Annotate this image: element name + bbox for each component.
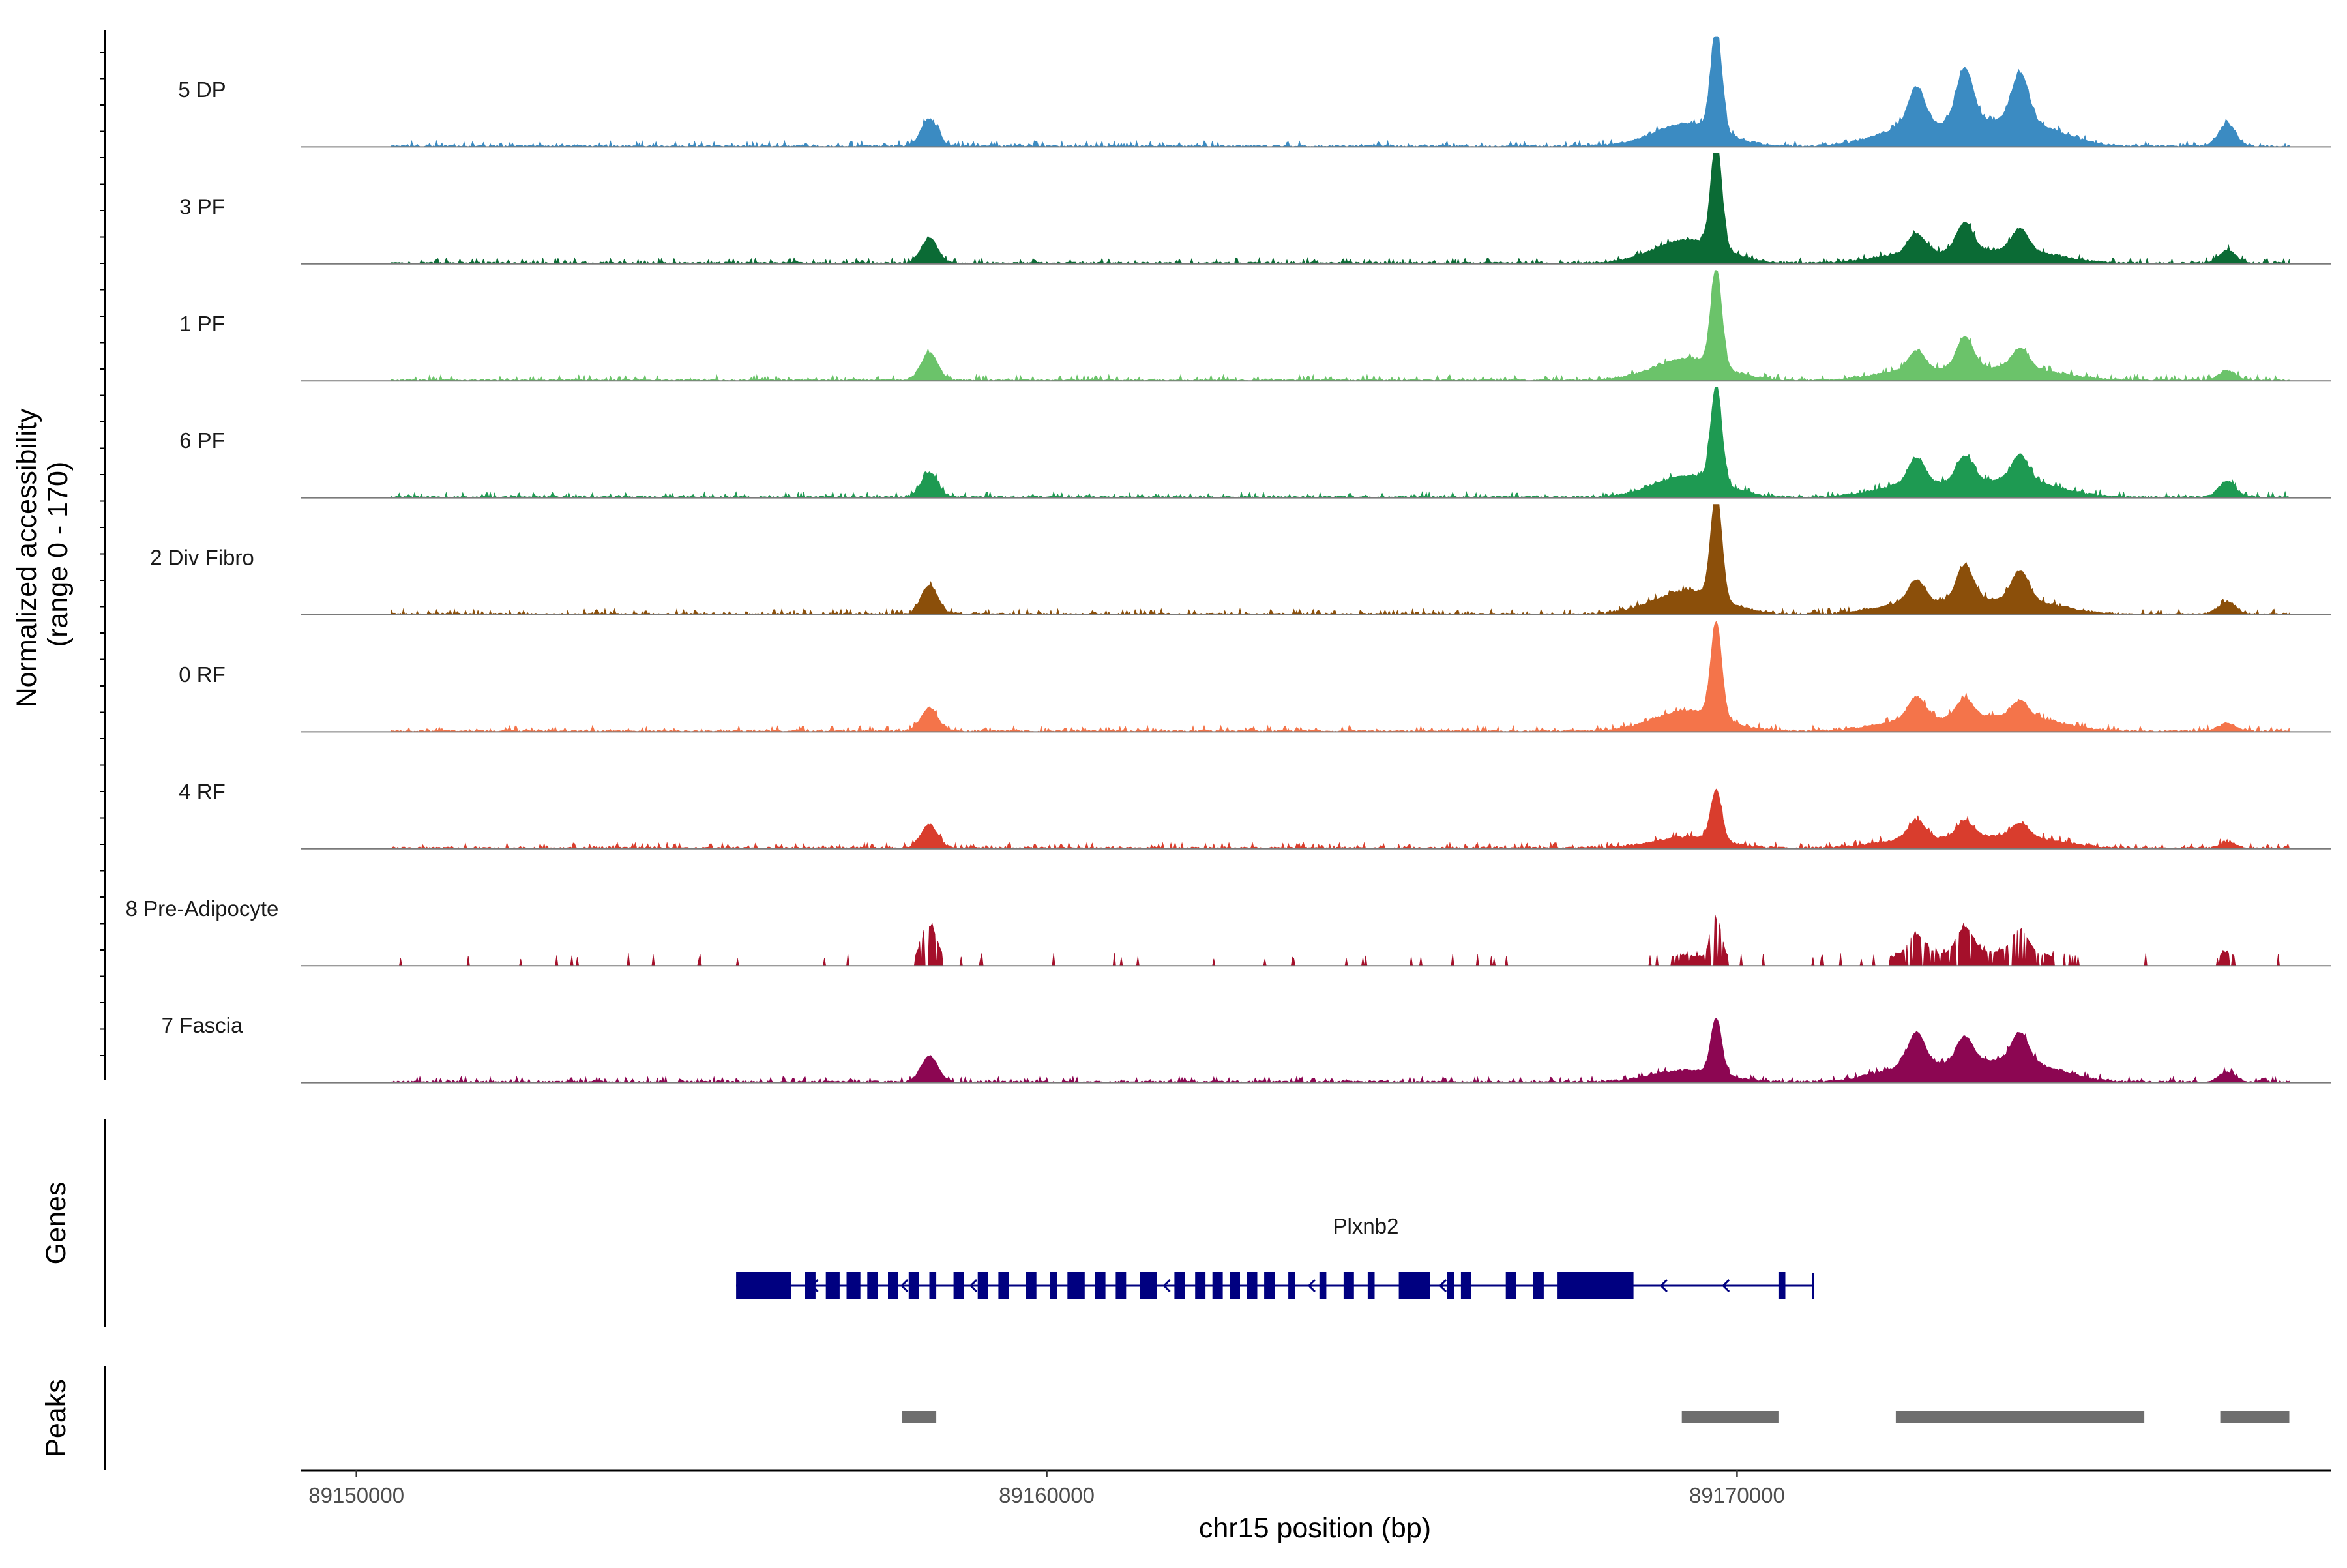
track-label: 2 Div Fibro <box>150 546 254 570</box>
peak-region <box>1681 1411 1779 1423</box>
gene-exon <box>1264 1272 1275 1299</box>
coverage-area <box>391 914 2290 966</box>
coverage-area <box>391 1018 2290 1084</box>
coverage-area <box>391 504 2290 615</box>
gene-strand-arrow <box>1722 1279 1730 1293</box>
gene-exon <box>1067 1272 1085 1299</box>
gene-strand-arrow <box>1307 1279 1316 1293</box>
gene-exon <box>1398 1272 1430 1299</box>
gene-exon <box>1367 1272 1375 1299</box>
gene-strand-arrow <box>810 1279 819 1293</box>
gene-exon <box>1343 1272 1354 1299</box>
gene-exon <box>1195 1272 1206 1299</box>
peak-track <box>902 1411 2290 1423</box>
gene-exon <box>1533 1272 1544 1299</box>
coverage-area <box>391 36 2290 148</box>
coverage-area <box>391 270 2290 381</box>
x-tick-label: 89160000 <box>999 1483 1095 1507</box>
peak-region <box>1895 1411 2145 1423</box>
track-label: 5 DP <box>178 78 226 102</box>
track-label: 3 PF <box>179 194 225 218</box>
gene-exon <box>929 1272 937 1299</box>
gene-strand-arrow <box>1659 1279 1668 1293</box>
gene-exon <box>977 1272 988 1299</box>
coverage-area <box>391 153 2290 265</box>
gene-exon <box>953 1272 964 1299</box>
coverage-area <box>391 621 2290 733</box>
track-label: 8 Pre-Adipocyte <box>126 896 279 921</box>
gene-exon <box>1095 1272 1106 1299</box>
gene-exon <box>1230 1272 1240 1299</box>
track-label: 4 RF <box>179 779 226 803</box>
gene-exon <box>736 1272 791 1299</box>
gene-exon <box>1557 1272 1634 1299</box>
coverage-track: 0 RF <box>179 621 2331 733</box>
gene-strand-arrow <box>1162 1279 1171 1293</box>
gene-exon <box>1447 1272 1454 1299</box>
gene-exon <box>888 1272 898 1299</box>
gene-strand-arrow <box>1438 1279 1447 1293</box>
gene-exon <box>1505 1272 1516 1299</box>
gene-exon <box>1778 1272 1786 1299</box>
gene-strand-arrow <box>969 1279 978 1293</box>
gene-exon <box>1174 1272 1185 1299</box>
gene-exon <box>1026 1272 1037 1299</box>
track-label: 1 PF <box>179 312 225 336</box>
gene-exon <box>1140 1272 1157 1299</box>
gene-exon <box>1460 1272 1471 1299</box>
gene-exon <box>1212 1272 1223 1299</box>
genes-panel-title: Genes <box>40 1182 72 1265</box>
gene-name: Plxnb2 <box>1333 1214 1399 1238</box>
coverage-track: 3 PF <box>179 153 2331 265</box>
gene-exon <box>1050 1272 1057 1299</box>
coverage-track: 7 Fascia <box>162 1013 2331 1084</box>
y-axis-title-line-2: (range 0 - 170) <box>42 462 74 647</box>
track-label: 6 PF <box>179 428 225 452</box>
coverage-area <box>391 788 2290 850</box>
gene-track: Plxnb2 <box>736 1214 1814 1299</box>
coverage-track: 4 RF <box>179 779 2331 850</box>
coverage-track: 8 Pre-Adipocyte <box>126 896 2331 967</box>
gene-exon <box>1115 1272 1127 1299</box>
gene-exon <box>1319 1272 1327 1299</box>
y-axis-title: Normalized accessibility (range 0 - 170) <box>11 401 74 708</box>
gene-exon <box>1247 1272 1258 1299</box>
coverage-track: 6 PF <box>179 387 2331 499</box>
y-axis-title-line-1: Normalized accessibility <box>11 408 42 707</box>
peaks-panel-title: Peaks <box>40 1379 72 1457</box>
x-axis-title: chr15 position (bp) <box>1199 1513 1431 1544</box>
gene-exon <box>998 1272 1009 1299</box>
gene-exon <box>867 1272 878 1299</box>
peak-region <box>902 1411 937 1423</box>
track-label: 0 RF <box>179 662 226 687</box>
coverage-tracks: 5 DP 3 PF 1 PF 6 PF 2 Div Fibro 0 RF 4 RF 8 Pre… <box>126 36 2331 1084</box>
y-axis-ticks <box>100 52 105 1056</box>
gene-exon <box>846 1272 861 1299</box>
gene-strand-arrow <box>900 1279 909 1293</box>
coverage-track: 1 PF <box>179 270 2331 382</box>
gene-exon <box>908 1272 919 1299</box>
x-tick-label: 89150000 <box>308 1483 404 1507</box>
peak-region <box>2220 1411 2290 1423</box>
coverage-track: 5 DP <box>178 36 2331 148</box>
coverage-area <box>391 387 2290 499</box>
x-axis-ticks: 89150000 89160000 89170000 <box>308 1470 1785 1507</box>
track-label: 7 Fascia <box>162 1013 243 1037</box>
x-tick-label: 89170000 <box>1689 1483 1785 1507</box>
coverage-track: 2 Div Fibro <box>150 504 2331 615</box>
gene-exon <box>1288 1272 1295 1299</box>
gene-exon <box>825 1272 840 1299</box>
gene-exon <box>805 1272 816 1299</box>
